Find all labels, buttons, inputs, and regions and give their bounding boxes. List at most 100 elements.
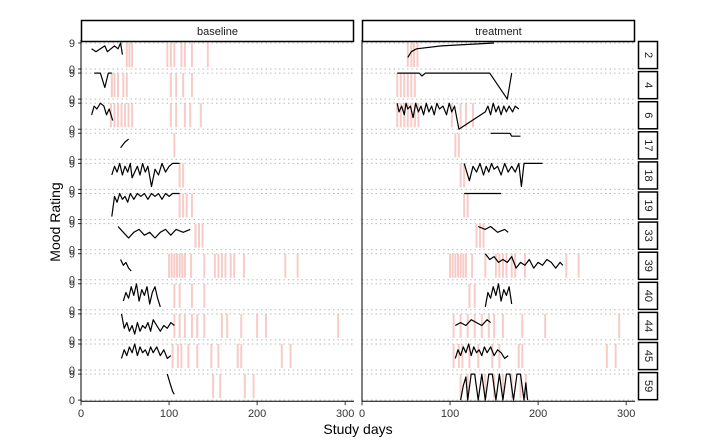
event-mark-4-treatment-1 — [399, 73, 402, 98]
event-mark-39-baseline-1 — [170, 253, 173, 278]
event-mark-44-baseline-4 — [196, 313, 199, 338]
event-mark-39-baseline-9 — [213, 253, 216, 278]
event-mark-18-treatment-1 — [463, 163, 466, 188]
event-mark-33-treatment-1 — [479, 223, 482, 248]
event-mark-45-baseline-8 — [240, 344, 243, 369]
event-mark-59-treatment-6 — [519, 374, 522, 399]
event-mark-45-treatment-7 — [517, 344, 520, 369]
event-mark-39-baseline-10 — [217, 253, 220, 278]
row-strip-33 — [637, 221, 659, 250]
event-mark-44-baseline-10 — [264, 313, 267, 338]
event-mark-4-baseline-0 — [110, 73, 113, 98]
y-tick-label-17-0: 0 — [69, 154, 75, 166]
event-mark-39-treatment-17 — [577, 253, 580, 278]
event-mark-33-baseline-1 — [198, 223, 201, 248]
event-mark-4-treatment-5 — [413, 73, 416, 98]
row-strip-label-40: 40 — [642, 290, 654, 302]
x-tick-label-baseline-0: 0 — [78, 408, 84, 420]
y-tick-label-4-0: 0 — [69, 94, 75, 106]
event-mark-45-baseline-10 — [289, 344, 292, 369]
event-mark-39-baseline-2 — [173, 253, 176, 278]
event-mark-2-baseline-9 — [206, 43, 209, 68]
x-tick-label-baseline-100: 100 — [160, 408, 178, 420]
event-mark-39-baseline-16 — [284, 253, 287, 278]
event-mark-44-baseline-2 — [183, 313, 186, 338]
event-mark-59-baseline-1 — [219, 374, 222, 399]
event-mark-39-baseline-4 — [178, 253, 181, 278]
event-mark-19-baseline-0 — [178, 193, 181, 218]
event-mark-44-baseline-7 — [226, 313, 229, 338]
series-line-39-baseline — [120, 259, 132, 272]
event-mark-2-baseline-0 — [125, 43, 128, 68]
event-mark-6-baseline-4 — [124, 103, 127, 128]
y-axis-label: Mood Rating — [47, 182, 63, 261]
event-mark-59-baseline-2 — [243, 374, 246, 399]
event-mark-19-treatment-0 — [463, 193, 466, 218]
row-strip-18 — [637, 161, 659, 190]
event-mark-39-treatment-7 — [471, 253, 474, 278]
y-tick-label-2-0: 0 — [69, 64, 75, 76]
facet-strip-label-treatment: treatment — [475, 26, 521, 38]
event-mark-39-treatment-2 — [454, 253, 457, 278]
row-strip-59 — [637, 371, 659, 401]
facet-strip-label-baseline: baseline — [197, 26, 238, 38]
y-tick-label-18-0: 0 — [69, 184, 75, 196]
event-mark-4-baseline-5 — [169, 73, 172, 98]
series-line-4-baseline — [94, 72, 112, 89]
event-mark-45-baseline-5 — [210, 344, 213, 369]
event-mark-40-baseline-2 — [190, 283, 193, 308]
series-line-2-baseline — [91, 42, 123, 55]
event-mark-18-treatment-0 — [459, 163, 462, 188]
event-mark-40-baseline-1 — [178, 283, 181, 308]
event-mark-45-treatment-4 — [477, 344, 480, 369]
event-mark-6-baseline-7 — [169, 103, 172, 128]
series-line-59-treatment — [460, 373, 529, 401]
event-mark-44-baseline-3 — [190, 313, 193, 338]
y-tick-label-33-0: 0 — [69, 245, 75, 257]
event-mark-4-baseline-8 — [190, 73, 193, 98]
y-tick-label-40-9: 9 — [69, 279, 75, 291]
y-tick-label-19-0: 0 — [69, 215, 75, 227]
event-mark-45-treatment-5 — [491, 344, 494, 369]
row-strip-2 — [637, 40, 659, 70]
event-mark-4-baseline-6 — [175, 73, 178, 98]
event-mark-44-treatment-1 — [459, 313, 462, 338]
event-mark-2-baseline-7 — [183, 43, 186, 68]
row-strip-label-45: 45 — [642, 350, 654, 362]
y-tick-label-6-9: 9 — [69, 98, 75, 110]
event-mark-45-baseline-7 — [236, 344, 239, 369]
row-strip-label-39: 39 — [642, 260, 654, 272]
event-mark-2-baseline-4 — [169, 43, 172, 68]
y-tick-label-2-9: 9 — [69, 38, 75, 50]
series-line-45-baseline — [120, 343, 172, 359]
event-mark-2-treatment-2 — [412, 43, 415, 68]
y-tick-label-33-9: 9 — [69, 219, 75, 231]
event-mark-44-treatment-7 — [501, 313, 504, 338]
series-line-59-baseline — [166, 373, 175, 395]
event-mark-44-baseline-8 — [240, 313, 243, 338]
event-mark-39-baseline-12 — [224, 253, 227, 278]
x-axis-label: Study days — [323, 421, 392, 437]
event-mark-45-treatment-2 — [461, 344, 464, 369]
row-strip-label-6: 6 — [642, 112, 654, 118]
event-mark-59-treatment-2 — [484, 374, 487, 399]
event-mark-45-treatment-0 — [452, 344, 455, 369]
event-mark-6-treatment-1 — [399, 103, 402, 128]
series-line-19-baseline — [111, 192, 180, 217]
row-strip-label-2: 2 — [642, 52, 654, 58]
y-tick-label-18-9: 9 — [69, 158, 75, 170]
event-mark-6-baseline-11 — [199, 103, 202, 128]
event-mark-44-baseline-1 — [178, 313, 181, 338]
event-mark-40-treatment-1 — [473, 283, 476, 308]
row-strip-39 — [637, 251, 659, 281]
series-line-18-baseline — [111, 162, 180, 188]
event-mark-2-baseline-1 — [128, 43, 131, 68]
event-mark-4-baseline-2 — [116, 73, 119, 98]
event-mark-44-baseline-0 — [173, 313, 176, 338]
event-mark-45-treatment-6 — [498, 344, 501, 369]
event-mark-59-treatment-1 — [466, 374, 469, 399]
row-strip-label-19: 19 — [642, 199, 654, 211]
event-mark-2-treatment-3 — [416, 43, 419, 68]
